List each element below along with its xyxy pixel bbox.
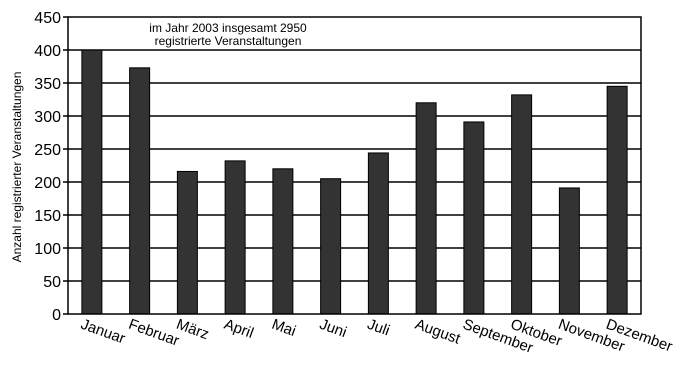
y-tick-label: 0 <box>52 307 61 324</box>
annotation-line-1: im Jahr 2003 insgesamt 2950 <box>149 21 307 35</box>
x-tick-label: April <box>222 316 256 342</box>
y-tick-label: 150 <box>34 208 61 225</box>
x-tick-label: Mai <box>270 316 299 340</box>
bar-juli <box>367 152 389 315</box>
bar-märz <box>176 170 198 315</box>
annotation-box: im Jahr 2003 insgesamt 2950 registrierte… <box>149 21 307 48</box>
y-tick-labels: 0 50 100 150 200 250 300 350 400 450 <box>34 10 68 324</box>
x-tick-label: Juli <box>365 316 392 340</box>
annotation-line-2: registrierte Veranstaltungen <box>155 34 302 48</box>
y-tick-label: 400 <box>34 43 61 60</box>
y-tick-label: 250 <box>34 142 61 159</box>
x-tick-label: August <box>413 316 463 348</box>
plot-frame <box>67 16 642 315</box>
bar-januar <box>81 49 103 315</box>
y-tick-label: 450 <box>34 10 61 27</box>
bar-dezember <box>606 85 628 315</box>
plot-area-border <box>67 16 642 315</box>
bar-november <box>558 187 580 315</box>
x-tick-label: Januar <box>79 316 128 348</box>
x-tick-label: Juni <box>317 316 349 341</box>
bar-april <box>224 160 246 315</box>
bar-juni <box>320 178 342 315</box>
y-axis-title: Anzahl registrierter Veranstaltungen <box>10 72 24 263</box>
bar-oktober <box>511 94 533 315</box>
x-tick-label: März <box>174 316 211 343</box>
bar-august <box>415 102 437 315</box>
y-tick-label: 300 <box>34 109 61 126</box>
gridlines <box>68 49 641 282</box>
y-tick-label: 50 <box>43 274 61 291</box>
bar-september <box>463 121 485 315</box>
x-tick-label: Februar <box>126 316 181 350</box>
bar-februar <box>129 67 151 315</box>
bar-mai <box>272 168 294 315</box>
y-tick-label: 100 <box>34 241 61 258</box>
y-tick-label: 350 <box>34 76 61 93</box>
y-tick-label: 200 <box>34 175 61 192</box>
